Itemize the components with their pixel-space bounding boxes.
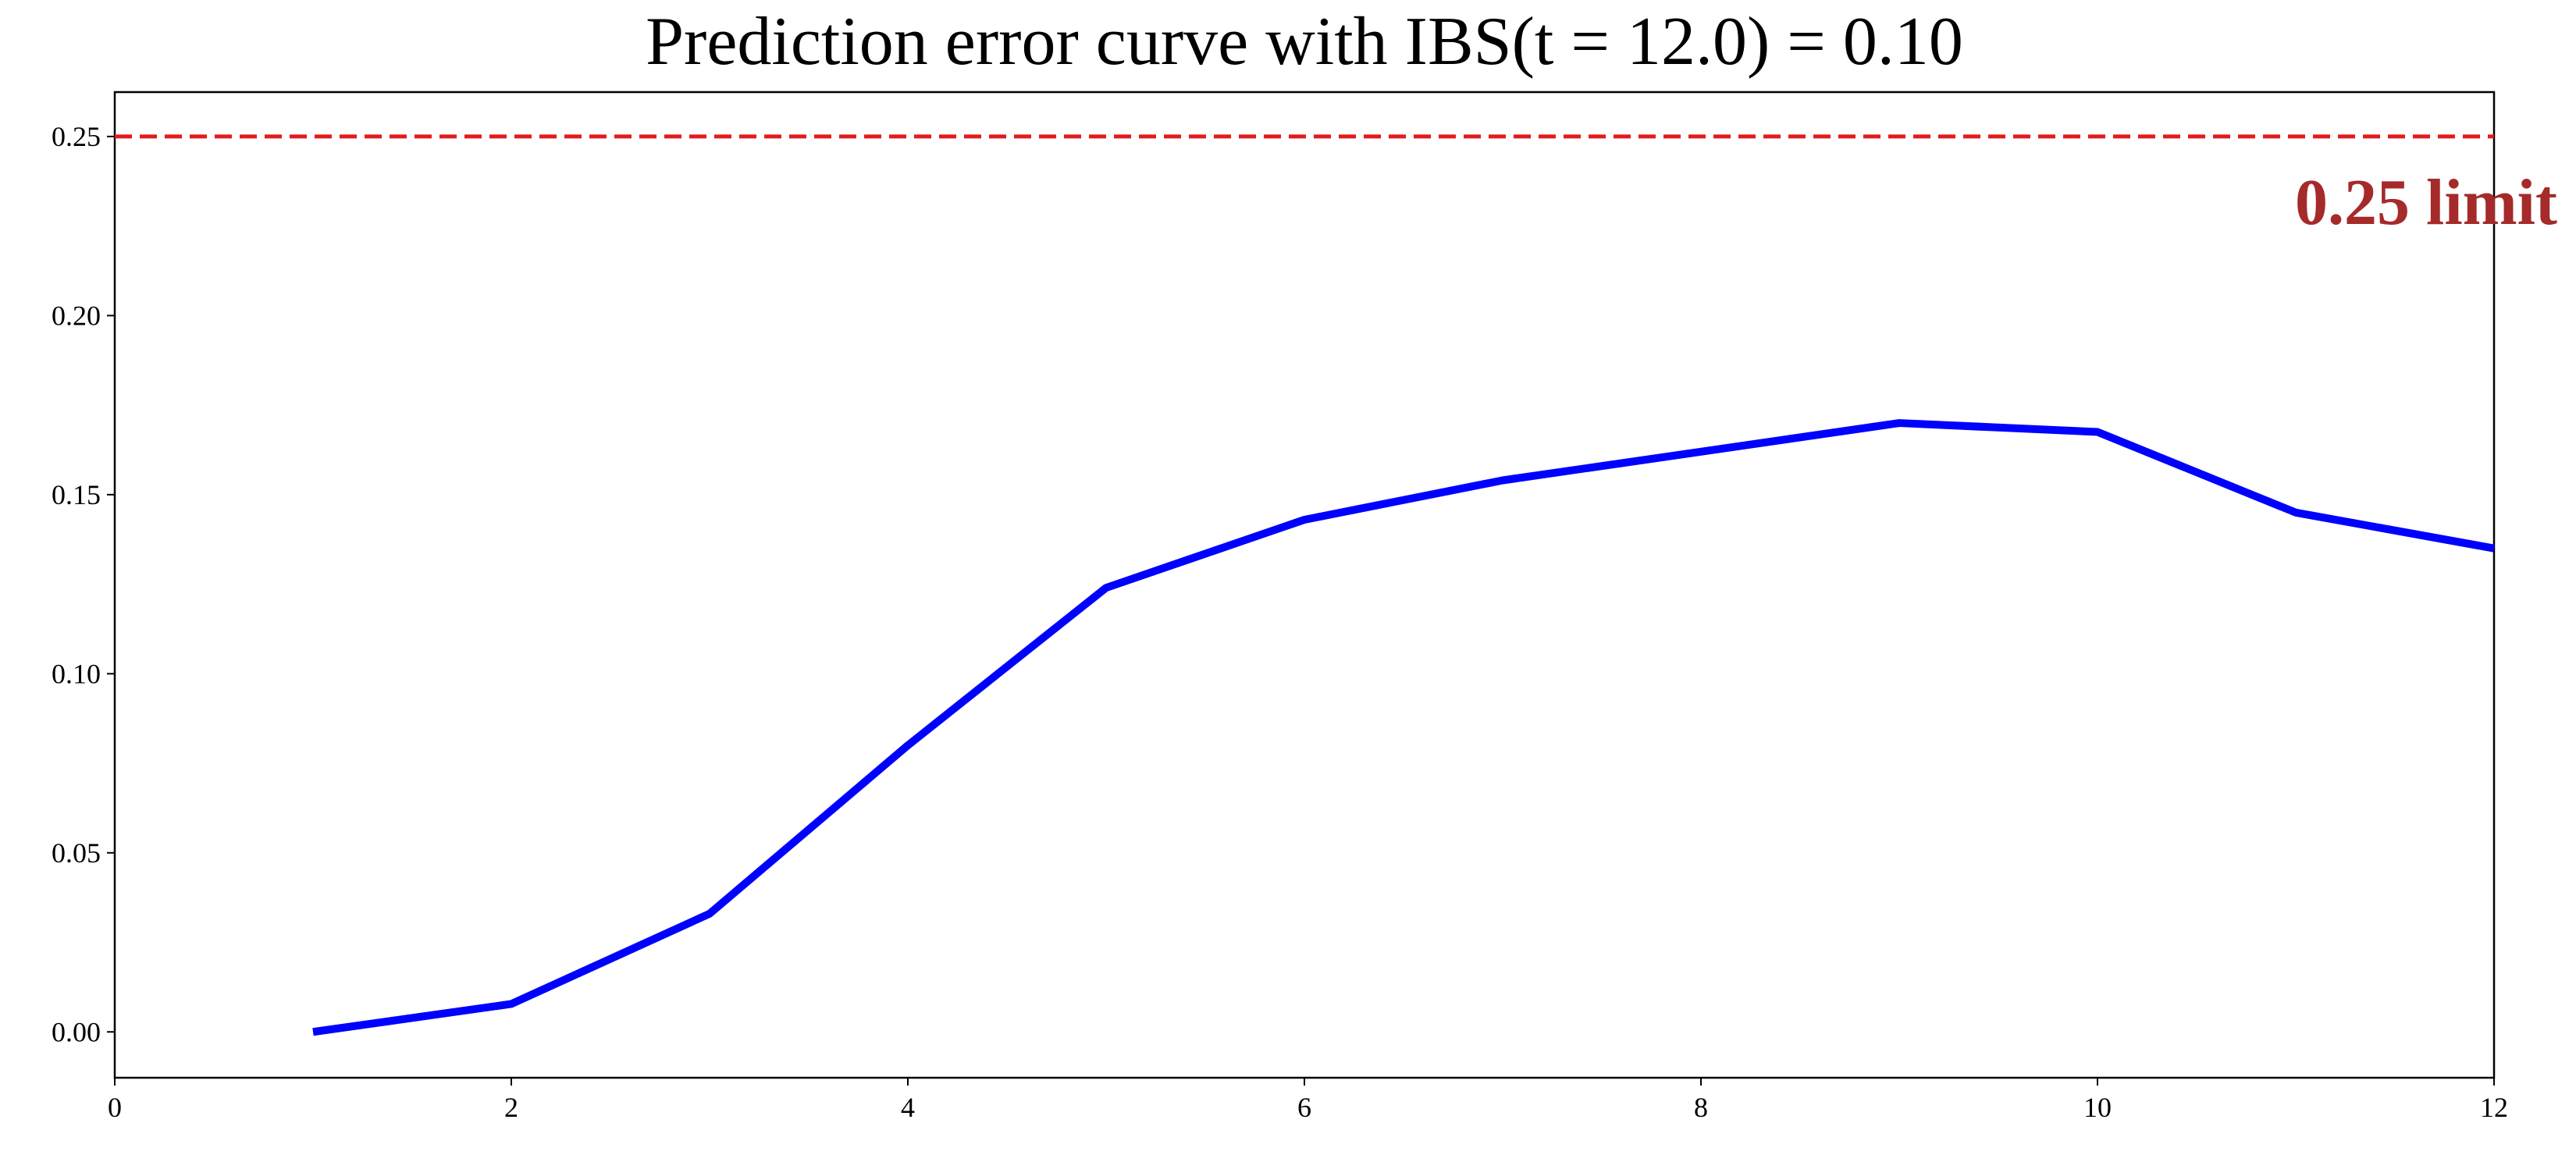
x-tick-label: 8 xyxy=(1694,1092,1708,1123)
x-tick-label: 10 xyxy=(2083,1092,2112,1123)
x-tick-label: 0 xyxy=(108,1092,122,1123)
y-tick-label: 0.20 xyxy=(52,300,101,331)
y-tick-label: 0.15 xyxy=(52,479,101,510)
chart-title: Prediction error curve with IBS(t = 12.0… xyxy=(646,4,1963,80)
y-tick-label: 0.00 xyxy=(52,1016,101,1047)
reference-label: 0.25 limit xyxy=(2295,166,2557,239)
x-tick-label: 12 xyxy=(2480,1092,2508,1123)
plot-frame xyxy=(113,91,2496,1079)
x-tick-label: 4 xyxy=(901,1092,915,1123)
x-tick-label: 6 xyxy=(1297,1092,1311,1123)
y-tick-label: 0.05 xyxy=(52,837,101,869)
y-tick-label: 0.10 xyxy=(52,658,101,689)
data-line xyxy=(312,419,2495,1036)
x-tick-label: 2 xyxy=(504,1092,518,1123)
y-tick-label: 0.25 xyxy=(52,121,101,152)
